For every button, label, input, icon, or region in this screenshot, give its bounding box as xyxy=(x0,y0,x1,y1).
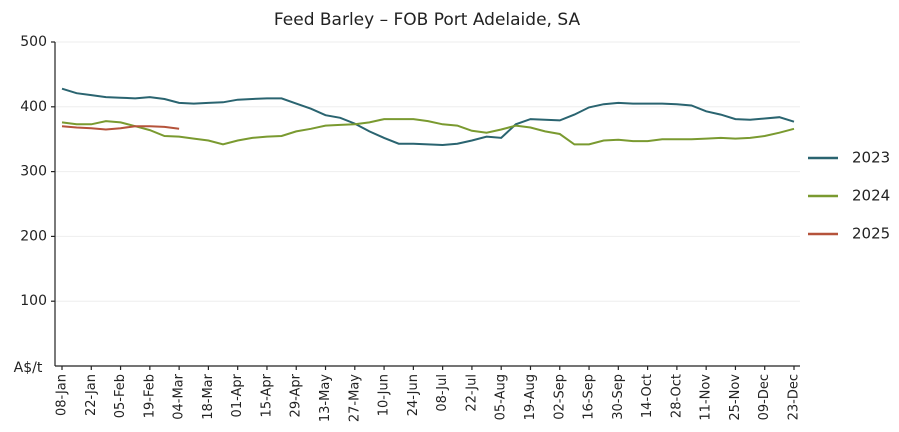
x-tick-label: 05-Aug xyxy=(494,374,509,420)
x-tick-label: 22-Jul xyxy=(464,374,479,412)
x-tick-label: 30-Sep xyxy=(611,374,626,420)
x-tick-label: 28-Oct xyxy=(669,374,684,418)
x-tick-label: 13-May xyxy=(318,374,333,422)
x-tick-label: 16-Sep xyxy=(582,374,597,420)
x-tick-label: 15-Apr xyxy=(259,373,274,417)
series-line xyxy=(61,87,795,147)
series-line xyxy=(61,125,180,131)
x-tick-label: 08-Jul xyxy=(435,374,450,412)
series-line xyxy=(61,118,795,146)
x-tick-label: 19-Aug xyxy=(523,374,538,420)
legend-label: 2024 xyxy=(852,187,890,205)
x-tick-label: 29-Apr xyxy=(289,373,304,417)
x-tick-label: 05-Feb xyxy=(113,374,128,418)
x-tick-label: 09-Dec xyxy=(757,374,772,420)
x-tick-label: 08-Jan xyxy=(55,374,70,416)
x-tick-label: 04-Mar xyxy=(172,373,187,419)
x-tick-label: 27-May xyxy=(347,374,362,422)
x-tick-label: 24-Jun xyxy=(406,374,421,416)
x-tick-label: 10-Jun xyxy=(377,374,392,416)
x-tick-label: 14-Oct xyxy=(640,374,655,418)
chart-title: Feed Barley – FOB Port Adelaide, SA xyxy=(274,10,581,30)
x-tick-label: 19-Feb xyxy=(142,374,157,418)
legend-label: 2025 xyxy=(852,225,890,243)
x-tick-label: 01-Apr xyxy=(230,373,245,417)
x-tick-label: 25-Nov xyxy=(728,374,743,421)
legend-label: 2023 xyxy=(852,149,890,167)
x-tick-label: 23-Dec xyxy=(787,374,802,420)
x-tick-label: 02-Sep xyxy=(552,374,567,420)
x-tick-label: 18-Mar xyxy=(201,373,216,419)
y-tick-label: 200 xyxy=(20,228,47,244)
x-tick-label: 22-Jan xyxy=(84,374,99,416)
y-tick-label: 500 xyxy=(20,34,47,50)
x-tick-label: 11-Nov xyxy=(699,374,714,421)
y-tick-label: 100 xyxy=(20,293,47,309)
y-tick-label: 300 xyxy=(20,164,47,180)
y-tick-label: 400 xyxy=(20,99,47,115)
y-axis-label: A$/t xyxy=(14,360,43,376)
